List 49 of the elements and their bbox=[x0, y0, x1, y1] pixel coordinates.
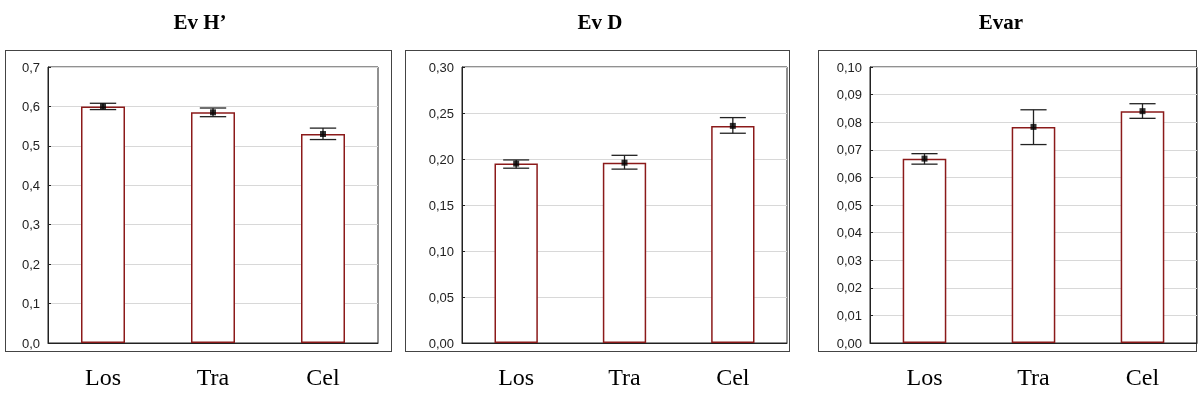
y-tick-label: 0,09 bbox=[836, 87, 862, 103]
point bbox=[621, 159, 628, 166]
chart-title: Ev H’ bbox=[173, 9, 227, 34]
y-tick-label: 0,5 bbox=[21, 138, 40, 154]
bar bbox=[494, 163, 538, 343]
x-tick-label: Los bbox=[498, 364, 535, 390]
y-tick-label: 0,04 bbox=[836, 225, 862, 241]
x-tick-label: Tra bbox=[1017, 364, 1051, 390]
point bbox=[320, 131, 326, 138]
y-tick-label: 0,7 bbox=[21, 59, 40, 75]
x-tick-label: Cel bbox=[306, 364, 340, 390]
bar bbox=[711, 125, 755, 343]
point bbox=[1139, 108, 1146, 115]
chart-title: Evar bbox=[978, 9, 1024, 34]
y-tick-label: 0,08 bbox=[836, 114, 862, 130]
x-tick-label: Cel bbox=[1125, 364, 1160, 390]
bar bbox=[602, 162, 647, 343]
bar bbox=[1120, 111, 1165, 343]
chart-title: Ev D bbox=[577, 9, 623, 34]
x-tick-label: Los bbox=[906, 364, 943, 390]
bar bbox=[902, 158, 947, 343]
y-tick-label: 0,0 bbox=[21, 335, 40, 351]
y-tick-label: 0,3 bbox=[21, 217, 40, 233]
y-tick-label: 0,06 bbox=[836, 169, 862, 185]
x-tick-label: Los bbox=[85, 364, 121, 390]
y-tick-label: 0,10 bbox=[428, 243, 454, 259]
y-tick-label: 0,4 bbox=[21, 177, 40, 193]
y-tick-label: 0,02 bbox=[836, 280, 862, 296]
y-tick-label: 0,30 bbox=[428, 59, 454, 75]
y-tick-label: 0,00 bbox=[836, 335, 862, 351]
y-tick-label: 0,07 bbox=[836, 142, 862, 158]
point bbox=[1030, 123, 1037, 130]
y-tick-label: 0,00 bbox=[428, 335, 454, 351]
y-tick-label: 0,20 bbox=[428, 151, 454, 167]
x-tick-label: Cel bbox=[716, 364, 750, 390]
y-tick-label: 0,03 bbox=[836, 252, 862, 268]
y-tick-label: 0,6 bbox=[21, 98, 40, 114]
y-tick-label: 0,10 bbox=[836, 59, 862, 75]
point bbox=[729, 122, 736, 129]
x-tick-label: Tra bbox=[608, 364, 642, 390]
y-tick-label: 0,01 bbox=[836, 307, 862, 323]
y-tick-label: 0,25 bbox=[428, 105, 454, 121]
y-tick-label: 0,1 bbox=[21, 296, 40, 312]
y-tick-label: 0,05 bbox=[428, 289, 454, 305]
bar bbox=[1011, 126, 1056, 343]
y-tick-label: 0,2 bbox=[21, 256, 40, 272]
x-tick-label: Tra bbox=[196, 364, 230, 390]
y-tick-label: 0,05 bbox=[836, 197, 862, 213]
y-tick-label: 0,15 bbox=[428, 197, 454, 213]
